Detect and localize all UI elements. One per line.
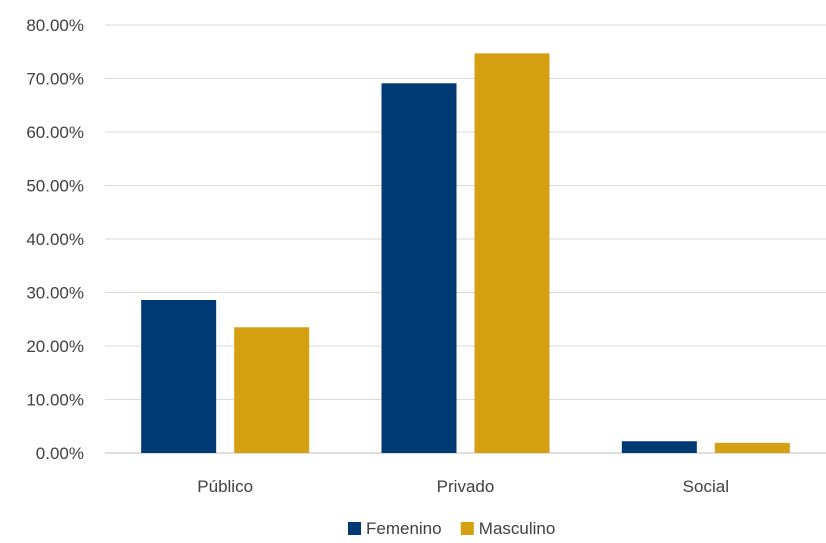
y-tick-label: 30.00% [26,284,84,303]
gridlines [105,24,826,454]
x-axis-category-labels: Público Privado Social [197,477,729,496]
legend-swatch-masculino [460,522,474,535]
legend: Femenino Masculino [348,519,555,538]
bars [141,53,790,453]
y-tick-label: 80.00% [26,16,84,35]
y-axis-tick-labels: 0.00% 10.00% 20.00% 30.00% 40.00% 50.00% 60.00… [26,16,84,463]
bar-masculino-0 [234,327,310,453]
legend-label-femenino: Femenino [366,519,442,538]
y-tick-label: 10.00% [26,391,84,410]
y-tick-label: 60.00% [26,123,84,142]
bar-femenino-0 [141,299,217,453]
y-tick-label: 20.00% [26,337,84,356]
y-tick-label: 70.00% [26,70,84,89]
x-category-label: Privado [437,477,495,496]
bar-masculino-1 [474,53,550,453]
y-tick-label: 0.00% [36,444,84,463]
y-tick-label: 40.00% [26,230,84,249]
legend-label-masculino: Masculino [479,519,556,538]
x-category-label: Público [197,477,253,496]
bar-femenino-1 [381,83,457,453]
legend-swatch-femenino [348,522,361,535]
x-category-label: Social [683,477,729,496]
y-tick-label: 50.00% [26,177,84,196]
bar-femenino-2 [621,441,697,453]
bar-masculino-2 [714,442,790,453]
